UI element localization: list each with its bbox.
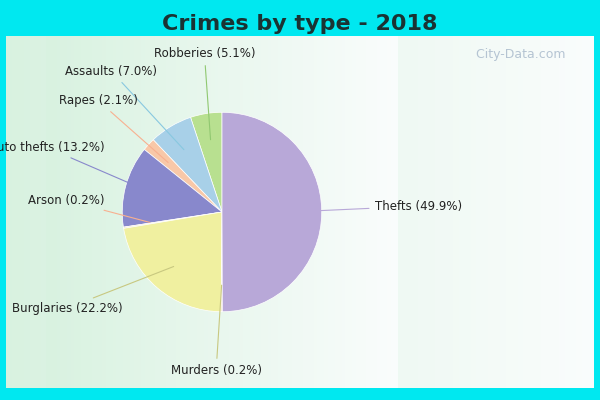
Text: Arson (0.2%): Arson (0.2%) [28, 194, 150, 222]
Wedge shape [145, 140, 222, 212]
Text: Robberies (5.1%): Robberies (5.1%) [154, 47, 255, 140]
Wedge shape [124, 212, 222, 312]
Wedge shape [124, 212, 222, 228]
Wedge shape [122, 150, 222, 227]
Wedge shape [222, 112, 322, 312]
Text: Burglaries (22.2%): Burglaries (22.2%) [11, 266, 173, 315]
Wedge shape [221, 212, 223, 312]
Wedge shape [153, 117, 222, 212]
Text: Rapes (2.1%): Rapes (2.1%) [59, 94, 168, 162]
Text: Murders (0.2%): Murders (0.2%) [170, 285, 262, 377]
Text: Thefts (49.9%): Thefts (49.9%) [295, 200, 461, 213]
Text: Crimes by type - 2018: Crimes by type - 2018 [162, 14, 438, 34]
Text: Auto thefts (13.2%): Auto thefts (13.2%) [0, 141, 151, 193]
Text: Assaults (7.0%): Assaults (7.0%) [65, 65, 184, 150]
Wedge shape [191, 112, 222, 212]
Text: City-Data.com: City-Data.com [468, 48, 566, 61]
